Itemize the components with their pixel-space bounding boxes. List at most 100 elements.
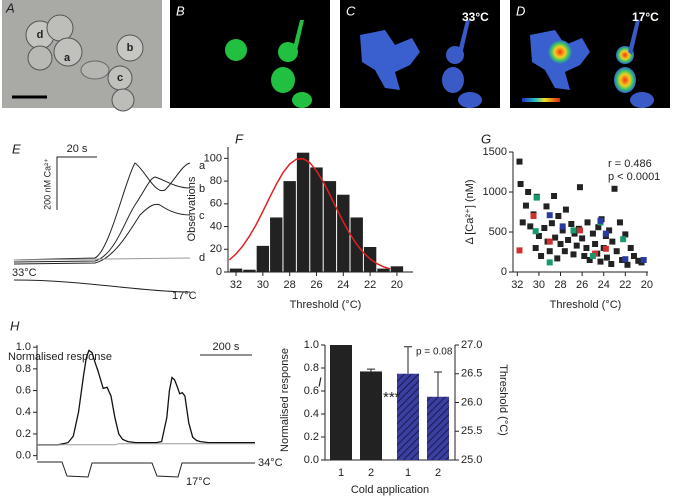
point xyxy=(555,213,562,219)
point xyxy=(609,238,616,245)
point xyxy=(597,258,604,265)
point xyxy=(533,194,540,201)
y-axis-title: Normalised response xyxy=(8,351,112,363)
point xyxy=(554,255,561,262)
y-tick-label: 0.8 xyxy=(304,362,319,374)
point xyxy=(622,231,629,238)
y2-tick-label: 25.0 xyxy=(461,454,482,466)
point xyxy=(602,245,609,252)
x-tick-label: 30 xyxy=(257,279,269,291)
point xyxy=(532,228,539,235)
y-tick-label: 0.4 xyxy=(16,406,31,418)
point xyxy=(570,227,577,234)
y-tick-label: 0.0 xyxy=(16,450,31,462)
bar xyxy=(229,268,243,272)
y-tick-label: 60 xyxy=(210,198,222,210)
point xyxy=(571,230,578,237)
y-tick-label: 1000 xyxy=(483,186,507,198)
point xyxy=(603,254,610,261)
point xyxy=(620,236,627,243)
point xyxy=(527,223,534,230)
point xyxy=(576,227,583,234)
annotation: p < 0.0001 xyxy=(608,171,660,183)
y-tick-label: 1500 xyxy=(483,146,507,158)
point xyxy=(538,253,545,259)
x-tick-label: 32 xyxy=(511,279,523,291)
bar xyxy=(323,181,337,272)
fluorescence-image: B xyxy=(170,0,330,108)
bar xyxy=(310,167,323,272)
annotation: p = 0.08 xyxy=(416,347,453,358)
point xyxy=(635,257,642,264)
bar xyxy=(360,371,382,460)
point xyxy=(608,261,615,267)
x-tick-label: 24 xyxy=(598,279,610,291)
x-tick-label: 1 xyxy=(338,467,344,479)
point xyxy=(627,245,634,251)
trace-label: a xyxy=(199,160,206,172)
trace xyxy=(37,349,255,446)
temperature-label: 17°C xyxy=(632,10,659,24)
point xyxy=(546,238,553,245)
bar xyxy=(377,268,390,272)
scale-label: 200 s xyxy=(212,341,239,353)
scale-bar xyxy=(56,156,97,210)
trace-panel: E 20 s 200 nM Ca²⁺ a b c d 33°C 17°C xyxy=(12,141,206,301)
y2-axis-title: Threshold (°C) xyxy=(497,364,509,436)
trace xyxy=(13,176,191,263)
trace-label: c xyxy=(199,210,205,222)
point xyxy=(557,241,564,247)
point xyxy=(611,185,618,192)
x-axis-title: Threshold (°C) xyxy=(550,299,622,311)
point xyxy=(592,241,599,247)
error-bar xyxy=(404,346,412,374)
scale-label: 20 s xyxy=(67,143,88,155)
bar xyxy=(330,345,352,460)
y-tick-label: 0.2 xyxy=(16,428,31,440)
x-axis-title: Threshold (°C) xyxy=(290,299,362,311)
point xyxy=(630,253,637,259)
point xyxy=(579,235,586,242)
point xyxy=(568,221,575,227)
panel-label: C xyxy=(346,3,356,18)
point xyxy=(613,248,620,255)
point xyxy=(530,213,537,219)
panel-label: B xyxy=(176,3,185,18)
panel-label: G xyxy=(481,131,491,146)
annotation: *** xyxy=(383,389,401,406)
point xyxy=(595,224,602,231)
y-tick-label: 0 xyxy=(501,266,507,278)
y-axis-title: Normalised response xyxy=(279,348,291,452)
temperature-label: 17°C xyxy=(186,476,211,488)
panel-label: E xyxy=(12,141,21,156)
x-tick-label: 2 xyxy=(435,467,441,479)
temperature-trace xyxy=(13,279,191,293)
cell-label: d xyxy=(37,29,44,41)
point xyxy=(616,219,623,226)
point xyxy=(561,248,568,255)
point xyxy=(581,253,588,259)
point xyxy=(589,230,596,237)
bar xyxy=(296,152,310,272)
y-tick-label: 0.6 xyxy=(304,385,319,397)
annotation: r = 0.486 xyxy=(608,158,652,170)
x-tick-label: 24 xyxy=(337,279,349,291)
y2-tick-label: 27.0 xyxy=(461,339,482,351)
point xyxy=(541,225,548,231)
point xyxy=(622,256,629,263)
x-tick-label: 20 xyxy=(641,279,653,291)
x-tick-label: 26 xyxy=(576,279,588,291)
point xyxy=(546,259,553,266)
x-tick-label: 30 xyxy=(533,279,545,291)
y-tick-label: 1.0 xyxy=(16,341,31,353)
point xyxy=(559,227,566,234)
x-tick-label: 22 xyxy=(364,279,376,291)
point xyxy=(543,203,550,210)
bar xyxy=(397,373,419,460)
y-tick-label: 500 xyxy=(489,226,507,238)
y-tick-label: 80 xyxy=(210,175,222,187)
point xyxy=(516,247,523,254)
point xyxy=(525,189,532,195)
point xyxy=(583,245,590,251)
point xyxy=(570,251,577,258)
